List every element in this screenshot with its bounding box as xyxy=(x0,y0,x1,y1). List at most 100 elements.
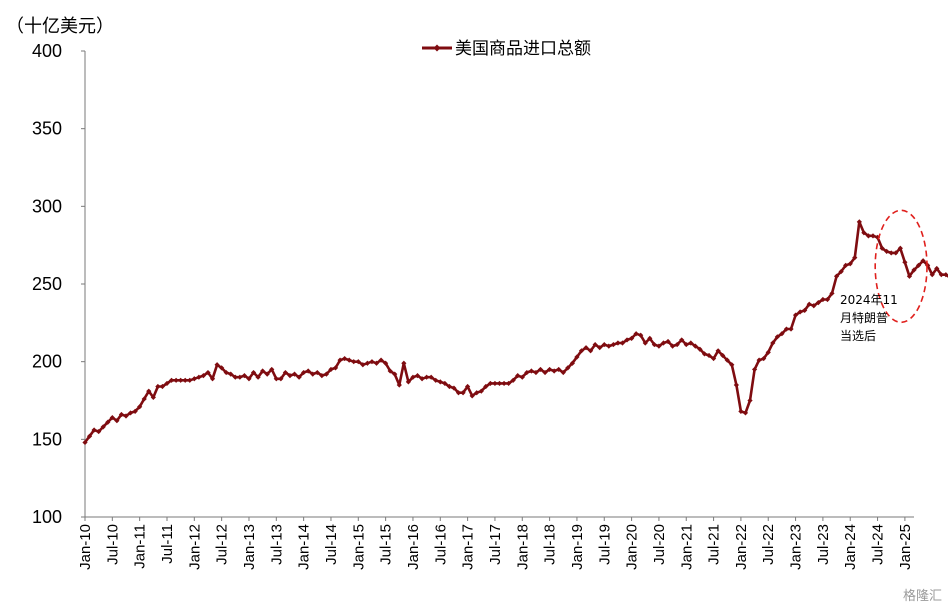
data-point xyxy=(127,410,134,416)
data-point xyxy=(820,296,826,303)
data-point xyxy=(469,393,475,399)
data-point xyxy=(378,357,384,363)
data-point xyxy=(228,371,234,377)
data-point xyxy=(569,360,575,366)
x-tick-label: Jul-23 xyxy=(815,524,832,565)
data-point xyxy=(360,362,366,368)
data-point xyxy=(474,390,480,396)
data-point xyxy=(373,360,380,366)
data-point xyxy=(319,373,325,379)
data-point xyxy=(401,360,407,366)
annotation-line: 2024年11 xyxy=(840,293,898,307)
data-point xyxy=(788,326,794,332)
data-point xyxy=(237,374,243,380)
data-point xyxy=(387,368,393,374)
data-point xyxy=(118,411,125,418)
data-point xyxy=(915,262,922,268)
x-tick-label: Jul-10 xyxy=(104,524,121,565)
data-point xyxy=(710,355,717,362)
data-point xyxy=(492,380,498,387)
data-point xyxy=(551,368,557,374)
data-point xyxy=(811,303,817,309)
x-tick-label: Jul-19 xyxy=(596,524,613,565)
data-point xyxy=(209,376,216,382)
data-point xyxy=(332,365,339,371)
data-point xyxy=(182,377,188,383)
data-point xyxy=(383,360,389,366)
data-point xyxy=(496,380,503,387)
data-point xyxy=(929,272,935,278)
data-point xyxy=(701,351,708,357)
x-tick-label: Jan-24 xyxy=(842,524,859,570)
data-point xyxy=(856,219,862,225)
y-tick-label: 200 xyxy=(32,352,62,372)
data-point xyxy=(560,369,566,376)
y-tick-label: 350 xyxy=(32,119,62,139)
data-point xyxy=(96,428,102,435)
data-point xyxy=(428,374,434,380)
x-tick-label: Jan-12 xyxy=(186,524,203,570)
data-point xyxy=(756,357,762,363)
data-point xyxy=(506,380,512,387)
data-point xyxy=(323,371,330,377)
data-point xyxy=(273,376,279,382)
data-point xyxy=(219,365,225,371)
data-point xyxy=(364,360,371,366)
y-tick-label: 150 xyxy=(32,429,62,449)
data-point xyxy=(205,369,211,376)
data-point xyxy=(478,388,484,394)
x-tick-label: Jan-21 xyxy=(678,524,695,570)
data-point xyxy=(232,374,238,380)
data-point xyxy=(556,366,562,373)
data-point xyxy=(587,348,594,354)
data-point xyxy=(200,373,207,379)
x-tick-label: Jan-13 xyxy=(241,524,258,570)
legend-marker xyxy=(433,44,441,52)
data-point xyxy=(291,371,298,377)
data-point xyxy=(342,355,348,362)
legend-label: 美国商品进口总额 xyxy=(455,39,591,59)
data-point xyxy=(451,385,457,391)
data-point xyxy=(706,352,712,359)
data-point xyxy=(109,414,115,421)
x-tick-labels: Jan-10 Jul-10 Jan-11 Jul-11 Jan-12 Jul-12 Jan-… xyxy=(77,524,914,570)
data-point xyxy=(733,382,739,388)
watermark-logo: 格隆汇 xyxy=(902,589,942,604)
data-point xyxy=(729,362,735,368)
data-point xyxy=(524,369,530,376)
data-point xyxy=(792,312,799,318)
data-point xyxy=(214,362,220,368)
data-point xyxy=(888,250,894,256)
data-point xyxy=(742,410,749,416)
legend: 美国商品进口总额 xyxy=(422,39,591,59)
data-point xyxy=(633,331,639,337)
data-point xyxy=(264,371,270,377)
x-tick-label: Jan-16 xyxy=(405,524,422,570)
data-point xyxy=(852,254,858,261)
data-point xyxy=(455,390,462,396)
data-point xyxy=(314,369,320,376)
data-point xyxy=(934,265,940,272)
data-point xyxy=(647,335,653,341)
data-point xyxy=(519,374,525,380)
x-tick-label: Jan-20 xyxy=(624,524,641,570)
data-point xyxy=(943,272,948,278)
data-point xyxy=(879,245,885,251)
x-tick-label: Jul-11 xyxy=(159,524,176,564)
data-point xyxy=(660,340,667,346)
data-point xyxy=(446,383,452,390)
data-point xyxy=(191,376,197,382)
highlight-ellipse xyxy=(874,209,928,324)
data-point xyxy=(911,267,917,273)
data-point xyxy=(692,343,698,349)
series-line xyxy=(83,220,948,444)
data-point xyxy=(797,309,803,315)
data-point xyxy=(250,369,257,376)
data-point xyxy=(615,340,621,346)
data-point xyxy=(774,334,780,340)
data-point xyxy=(159,383,166,390)
data-point xyxy=(223,369,229,376)
data-point xyxy=(100,424,106,430)
data-point xyxy=(241,373,248,379)
